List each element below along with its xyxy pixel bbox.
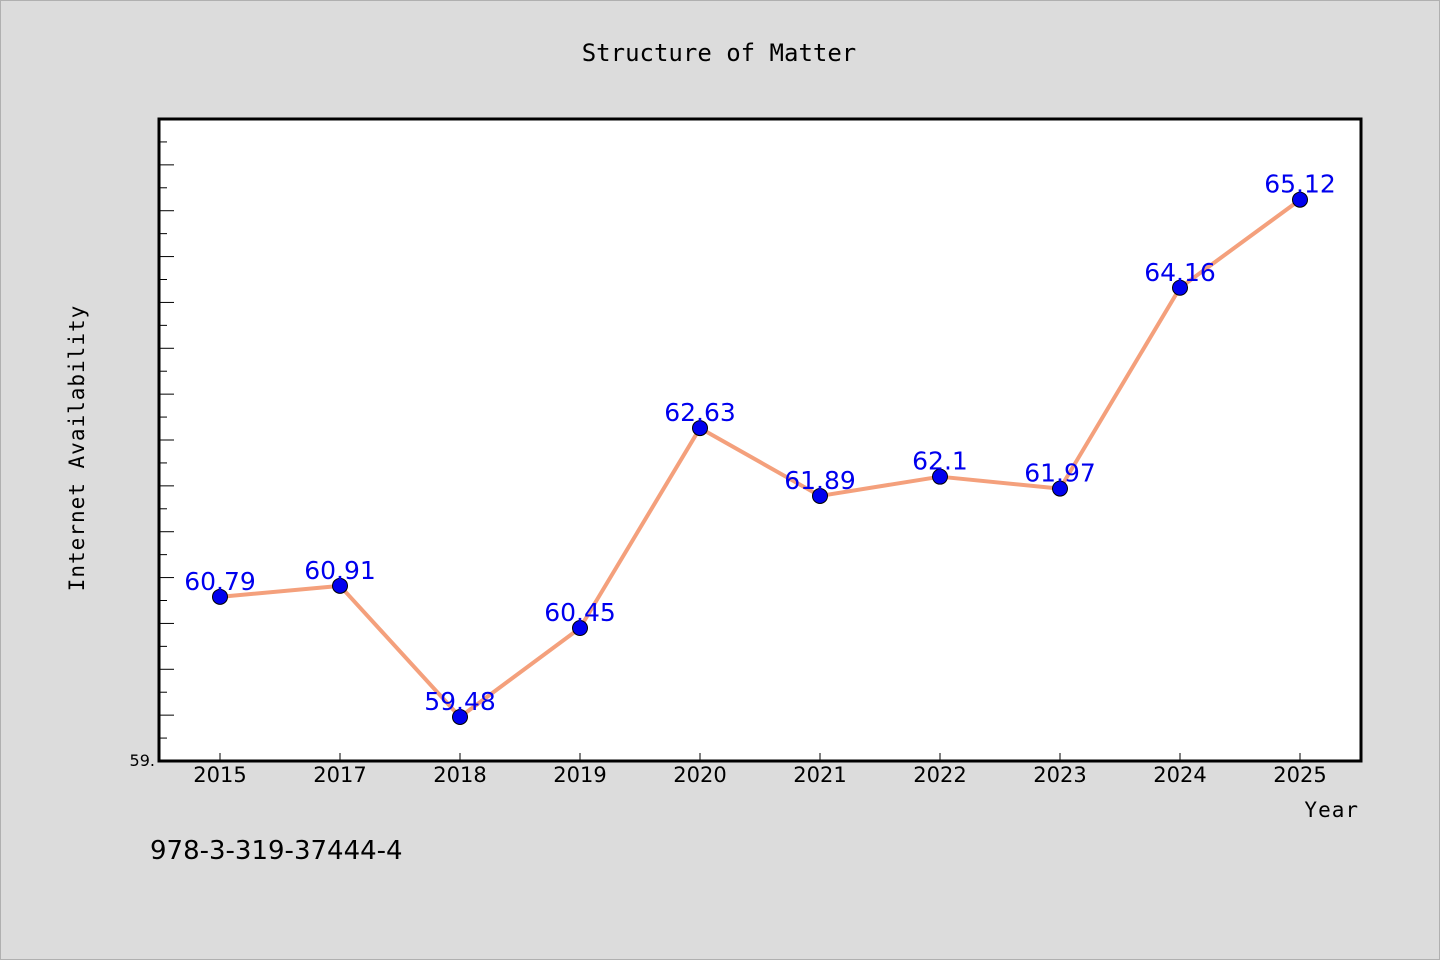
data-label: 60.79 bbox=[184, 567, 256, 596]
data-label: 60.91 bbox=[304, 556, 376, 585]
data-label: 62.63 bbox=[664, 398, 736, 427]
data-point bbox=[812, 487, 828, 504]
y-axis-min-label: 59. bbox=[130, 751, 155, 770]
data-label: 62.1 bbox=[912, 447, 968, 476]
x-axis-label: Year bbox=[1304, 798, 1359, 822]
x-tick-label: 2023 bbox=[1033, 763, 1086, 787]
x-axis-ticks: 2015 2017 2018 2019 2020 2021 2022 2023 2024 2025 bbox=[193, 753, 1327, 787]
x-tick-label: 2025 bbox=[1273, 763, 1326, 787]
x-tick-label: 2019 bbox=[553, 763, 606, 787]
chart-title: Structure of Matter bbox=[582, 39, 857, 67]
data-point bbox=[452, 708, 468, 725]
data-point bbox=[1172, 279, 1188, 296]
data-label: 59.48 bbox=[424, 687, 496, 716]
data-label: 65.12 bbox=[1264, 170, 1336, 199]
data-label: 64.16 bbox=[1144, 258, 1216, 287]
x-tick-label: 2015 bbox=[193, 763, 246, 787]
x-tick-label: 2018 bbox=[433, 763, 486, 787]
isbn-text: 978-3-319-37444-4 bbox=[150, 836, 403, 866]
series-line bbox=[219, 198, 1302, 719]
x-tick-label: 2024 bbox=[1153, 763, 1206, 787]
data-point bbox=[1052, 480, 1068, 497]
y-axis-label: Internet Availability bbox=[65, 305, 89, 592]
data-point bbox=[692, 420, 708, 437]
data-label: 60.45 bbox=[544, 598, 616, 627]
x-tick-label: 2022 bbox=[913, 763, 966, 787]
data-point bbox=[932, 468, 948, 485]
series-internet-availability: 60.79 60.91 59.48 60.45 62.63 61.89 62.1 61.97 6… bbox=[184, 170, 1336, 725]
y-axis-ticks bbox=[159, 141, 174, 739]
data-point bbox=[212, 588, 228, 605]
plot-area bbox=[157, 117, 1363, 763]
data-point bbox=[572, 620, 588, 637]
data-label: 61.89 bbox=[784, 466, 856, 495]
x-tick-label: 2021 bbox=[793, 763, 846, 787]
x-tick-label: 2020 bbox=[673, 763, 726, 787]
data-label: 61.97 bbox=[1024, 459, 1096, 488]
data-point bbox=[1292, 191, 1308, 208]
data-point bbox=[332, 577, 348, 594]
x-tick-label: 2017 bbox=[313, 763, 366, 787]
